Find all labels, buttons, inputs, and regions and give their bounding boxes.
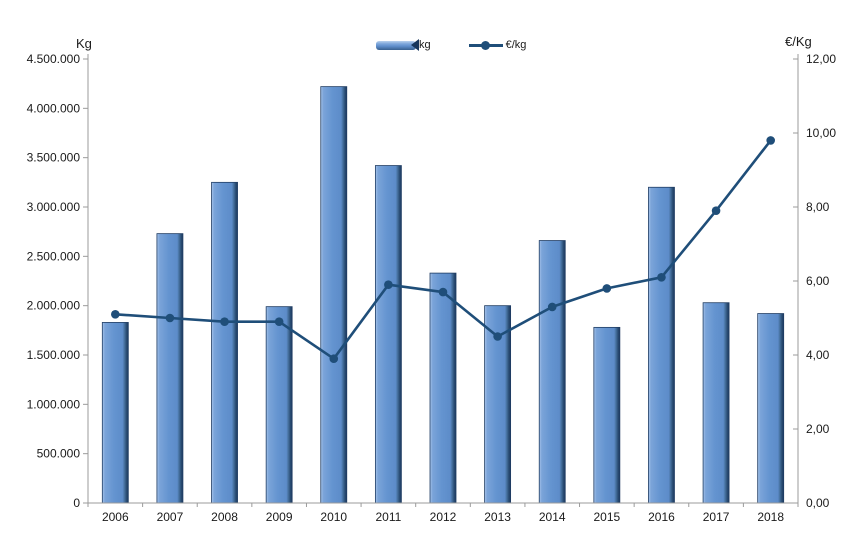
line-point-2016 — [657, 273, 666, 282]
bar-2017 — [702, 302, 730, 504]
left-axis-tick-label: 2.000.000 — [27, 299, 81, 313]
line-point-2012 — [438, 287, 448, 297]
right-axis-tick-label: 4,00 — [806, 348, 830, 362]
left-axis-title: Kg — [76, 36, 92, 51]
line-point-2011 — [384, 280, 393, 290]
bar-2010 — [320, 86, 348, 504]
x-tick-label-2018: 2018 — [757, 510, 784, 524]
right-axis-tick-label: 6,00 — [806, 274, 830, 288]
line-point-2014 — [547, 302, 557, 312]
x-tick-label-2017: 2017 — [703, 510, 730, 524]
x-tick-label-2009: 2009 — [266, 510, 293, 524]
x-tick-label-2016: 2016 — [648, 510, 675, 524]
bar-2011 — [374, 165, 402, 504]
right-axis-title: €/Kg — [785, 34, 812, 49]
bar-2006 — [101, 322, 129, 504]
bar-2016 — [648, 186, 675, 504]
left-axis-tick-label: 1.000.000 — [27, 397, 81, 411]
x-tick-label-2015: 2015 — [593, 510, 620, 524]
line-point-2018 — [766, 136, 775, 145]
bar-2012 — [429, 272, 457, 504]
left-axis-tick-label: 500.000 — [37, 447, 81, 461]
line-series-swatch-icon — [468, 41, 503, 50]
bar-2018 — [757, 313, 785, 504]
legend-label-kg: kg — [419, 39, 431, 51]
left-axis-tick-label: 1.500.000 — [27, 348, 81, 362]
line-point-2015 — [602, 284, 612, 293]
x-tick-label-2007: 2007 — [157, 510, 184, 524]
right-axis-tick-label: 12,00 — [806, 52, 836, 66]
line-point-2009 — [274, 317, 284, 327]
left-axis-tick-label: 4.000.000 — [27, 101, 81, 115]
x-tick-label-2008: 2008 — [211, 510, 238, 524]
right-axis-tick-label: 2,00 — [806, 422, 830, 436]
x-tick-label-2006: 2006 — [102, 510, 129, 524]
line-point-2017 — [711, 206, 721, 215]
x-tick-label-2012: 2012 — [430, 510, 457, 524]
legend-item-kg: kg — [376, 39, 431, 51]
bar-2009 — [265, 306, 293, 504]
legend-item-eur-per-kg: €/kg — [468, 39, 527, 51]
line-point-2008 — [220, 317, 229, 327]
right-axis-tick-label: 8,00 — [806, 200, 830, 214]
line-point-2007 — [165, 313, 175, 323]
x-tick-label-2014: 2014 — [539, 510, 566, 524]
line-point-2006 — [111, 310, 120, 319]
left-axis-tick-label: 4.500.000 — [27, 52, 81, 66]
line-point-2013 — [493, 332, 502, 341]
left-axis-tick-label: 2.500.000 — [27, 249, 81, 263]
left-axis-tick-label: 3.500.000 — [27, 151, 81, 165]
line-point-2010 — [329, 354, 339, 364]
right-axis-tick-label: 10,00 — [806, 126, 836, 140]
bar-series-swatch-icon — [376, 39, 419, 51]
chart-legend: kg €/kg — [376, 39, 527, 51]
left-axis-tick-label: 3.000.000 — [27, 200, 81, 214]
bar-2015 — [593, 326, 621, 504]
x-tick-label-2013: 2013 — [484, 510, 511, 524]
line-marker-icon — [480, 41, 490, 50]
bar-2007 — [156, 233, 184, 504]
bar-2014 — [538, 240, 566, 504]
legend-label-eur-per-kg: €/kg — [505, 39, 527, 51]
bar-2008 — [211, 181, 238, 504]
x-tick-label-2010: 2010 — [320, 510, 347, 524]
right-axis-tick-label: 0,00 — [806, 496, 830, 510]
left-axis-tick-label: 0 — [73, 496, 80, 510]
x-tick-label-2011: 2011 — [375, 510, 401, 524]
